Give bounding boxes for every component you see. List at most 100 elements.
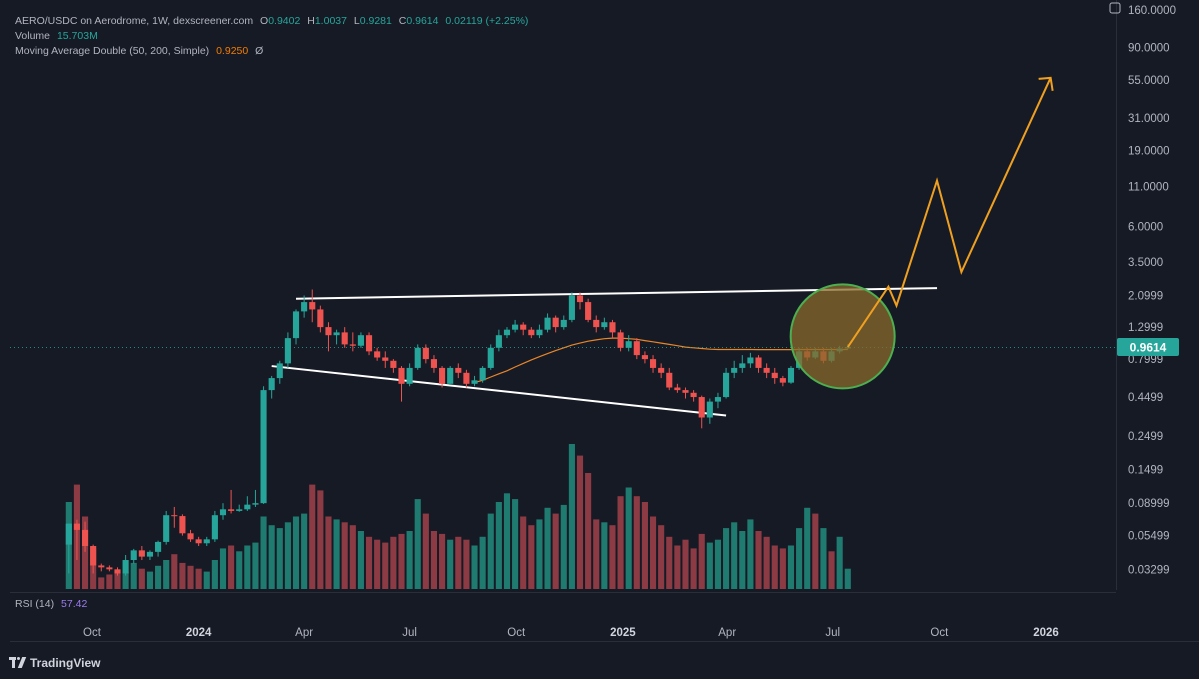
volume-bar (495, 502, 502, 589)
candle-body (552, 317, 559, 328)
time-tick-label: Oct (930, 627, 949, 639)
volume-bar (439, 533, 446, 589)
candle-body (617, 332, 624, 348)
volume-bar (771, 545, 778, 589)
candle-body (747, 357, 754, 364)
candle-body (211, 515, 218, 540)
candle-body (479, 367, 486, 381)
candle-body (163, 515, 170, 542)
volume-bar (503, 493, 511, 589)
price-tick-label: 0.08999 (1128, 498, 1170, 510)
close-label: C (398, 15, 407, 27)
volume-bar (430, 531, 438, 589)
candle-body (779, 378, 786, 383)
candle-body (633, 341, 640, 356)
candle-body (301, 302, 308, 312)
time-tick-label: Jul (402, 627, 417, 639)
candle-body (487, 347, 494, 368)
candle-body (609, 322, 616, 333)
volume-bar (292, 516, 300, 589)
candle-body (560, 319, 567, 328)
volume-bar (812, 513, 819, 589)
low-label: L (353, 15, 360, 27)
volume-bar (666, 536, 673, 589)
volume-bar (536, 519, 543, 589)
volume-bar (658, 525, 665, 589)
candle-body (130, 550, 137, 561)
volume-bar (228, 545, 235, 589)
candle-body (260, 390, 267, 504)
volume-bar (447, 539, 454, 589)
volume-bar (796, 528, 803, 589)
volume-label: Volume (15, 30, 51, 42)
price-tick-label: 31.0000 (1128, 113, 1170, 125)
volume-bar (804, 507, 811, 589)
volume-bar (171, 554, 178, 589)
price-tick-label: 6.0000 (1128, 221, 1163, 233)
volume-bar (422, 513, 429, 589)
volume-bar (382, 542, 389, 589)
candle-body (81, 529, 89, 547)
volume-bar (301, 513, 308, 589)
candle-body (430, 359, 438, 368)
volume-bar (649, 516, 657, 589)
volume-bar (787, 545, 795, 589)
candle-body (179, 516, 186, 534)
tradingview-logo-icon (9, 657, 27, 669)
time-tick-label: Apr (718, 627, 736, 639)
volume-bar (706, 542, 713, 589)
price-tick-label: 0.2499 (1128, 431, 1163, 443)
rsi-label: RSI (14) (15, 598, 55, 610)
volume-bar (309, 484, 316, 589)
volume-bar (106, 574, 113, 589)
low-value: 0.9281 (359, 15, 392, 27)
candle-body (439, 367, 446, 384)
candle-body (276, 363, 283, 379)
volume-bar (568, 444, 575, 589)
price-tick-label: 55.0000 (1128, 75, 1170, 87)
volume-bar (617, 496, 624, 589)
candle-body (414, 347, 421, 368)
candle-body (593, 319, 600, 328)
volume-bar (682, 539, 689, 589)
volume-bar (593, 519, 600, 589)
volume-series (65, 444, 851, 589)
volume-bar (576, 455, 584, 589)
price-tick-label: 0.7999 (1128, 354, 1163, 366)
candle-body (666, 372, 673, 388)
volume-bar (455, 536, 462, 589)
symbol-title: AERO/USDC on Aerodrome, 1W, dexscreener.… (15, 15, 254, 27)
volume-bar (252, 542, 259, 589)
candle-body (357, 335, 364, 346)
volume-bar (341, 522, 348, 589)
ma-label: Moving Average Double (50, 200, Simple) (15, 45, 210, 57)
candle-body (649, 359, 657, 368)
time-tick-label: Oct (507, 627, 526, 639)
candle-body (374, 351, 381, 358)
trendline (271, 365, 727, 417)
candle-body (528, 329, 535, 336)
volume-bar (130, 562, 137, 589)
highlight (789, 283, 896, 390)
moving-average-line (474, 337, 848, 384)
price-tick-label: 1.2999 (1128, 322, 1163, 334)
volume-bar (406, 531, 413, 589)
candle-body (382, 357, 389, 361)
volume-bar (520, 516, 527, 589)
projection (846, 76, 1054, 348)
candle-body (203, 539, 210, 544)
close-value: 0.9614 (406, 15, 439, 27)
volume-bar (357, 531, 364, 589)
candle-body (455, 367, 462, 373)
candle-body (106, 567, 113, 570)
candle-body (317, 309, 324, 328)
candle-body (544, 317, 551, 330)
rsi-value: 57.42 (61, 598, 88, 610)
candle-body (341, 332, 348, 345)
volume-legend: Volume 15.703M (15, 29, 102, 43)
volume-bar (398, 533, 405, 589)
candle-body (601, 322, 608, 328)
price-tick-label: 0.03299 (1128, 564, 1170, 576)
